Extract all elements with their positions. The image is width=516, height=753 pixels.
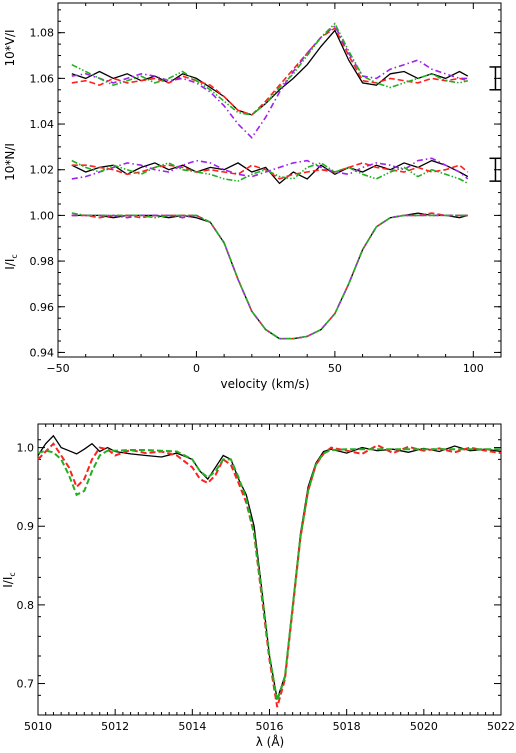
top-y-tick-label: 1.02	[30, 164, 55, 177]
bottom-x-tick-label: 5020	[410, 720, 438, 733]
bottom-x-tick-label: 5014	[178, 720, 206, 733]
series-i-dash	[71, 212, 468, 340]
top-x-axis-label: velocity (km/s)	[220, 377, 309, 391]
top-error-bars	[489, 66, 502, 182]
top-y-label-i: I/Ic	[3, 254, 19, 270]
top-y-tick-label: 0.98	[30, 255, 55, 268]
bottom-y-tick-label: 0.7	[17, 678, 35, 691]
top-y-label-subscript: c	[10, 254, 19, 258]
top-y-tick-label: 1.00	[30, 209, 55, 222]
series-v-solid	[71, 29, 469, 116]
top-y-tick-label: 1.08	[30, 27, 55, 40]
spectrum-series-1	[37, 442, 502, 708]
spectrum-series-2	[37, 448, 501, 702]
top-x-tick-label: 50	[328, 362, 342, 375]
bottom-x-tick-label: 5022	[487, 720, 515, 733]
top-y-tick-label: 1.06	[30, 72, 55, 85]
series-i-solid	[71, 212, 468, 340]
series-n-dashdotdot	[71, 159, 469, 185]
top-axis-ticks: −50 0 50 100 0.94 0.96 0.98 1.00 1.02 1.04 1.06 1.0…	[30, 3, 502, 375]
bottom-series-group	[37, 434, 502, 708]
bottom-axis-ticks: 5010 5012 5014 5016 5018 5020 5022 0.7 0.8 0.9 1.0	[17, 424, 515, 733]
top-x-tick-label: 0	[193, 362, 200, 375]
bottom-x-tick-label: 5018	[333, 720, 361, 733]
top-y-label-n: 10*N/I	[3, 143, 17, 181]
series-n-dashdot	[71, 157, 469, 180]
top-y-tick-label: 1.04	[30, 118, 55, 131]
series-i-dashdot	[71, 214, 468, 340]
bottom-y-tick-label: 0.8	[17, 599, 35, 612]
series-v-dash	[71, 26, 469, 116]
top-y-tick-label: 0.96	[30, 301, 55, 314]
top-plot-frame	[57, 2, 502, 358]
series-n-solid	[71, 159, 469, 185]
top-y-tick-label: 0.94	[30, 346, 55, 359]
bottom-x-axis-label: λ (Å)	[256, 734, 285, 749]
bottom-x-tick-label: 5012	[101, 720, 129, 733]
series-v-dashdotdot	[71, 22, 469, 116]
bottom-plot-frame	[37, 423, 502, 716]
bottom-y-axis-label: I/Ic	[1, 572, 17, 588]
bottom-x-tick-label: 5016	[256, 720, 284, 733]
bottom-y-label-subscript: c	[8, 572, 17, 576]
bottom-chart-panel: 5010 5012 5014 5016 5018 5020 5022 0.7 0.8 0.9 1.0…	[1, 423, 515, 749]
series-v-dashdot	[71, 24, 468, 139]
top-chart-panel: −50 0 50 100 0.94 0.96 0.98 1.00 1.02 1.04 1.06 1.0…	[3, 2, 502, 391]
top-series-group	[71, 22, 469, 340]
top-y-label-v: 10*V/I	[3, 29, 17, 66]
top-x-tick-label: 100	[463, 362, 484, 375]
top-x-tick-label: −50	[46, 362, 69, 375]
bottom-y-tick-label: 0.9	[17, 520, 35, 533]
bottom-x-tick-label: 5010	[24, 720, 52, 733]
bottom-y-tick-label: 1.0	[17, 442, 35, 455]
series-i-dashdotdot	[71, 212, 468, 340]
series-n-dash	[71, 162, 469, 180]
